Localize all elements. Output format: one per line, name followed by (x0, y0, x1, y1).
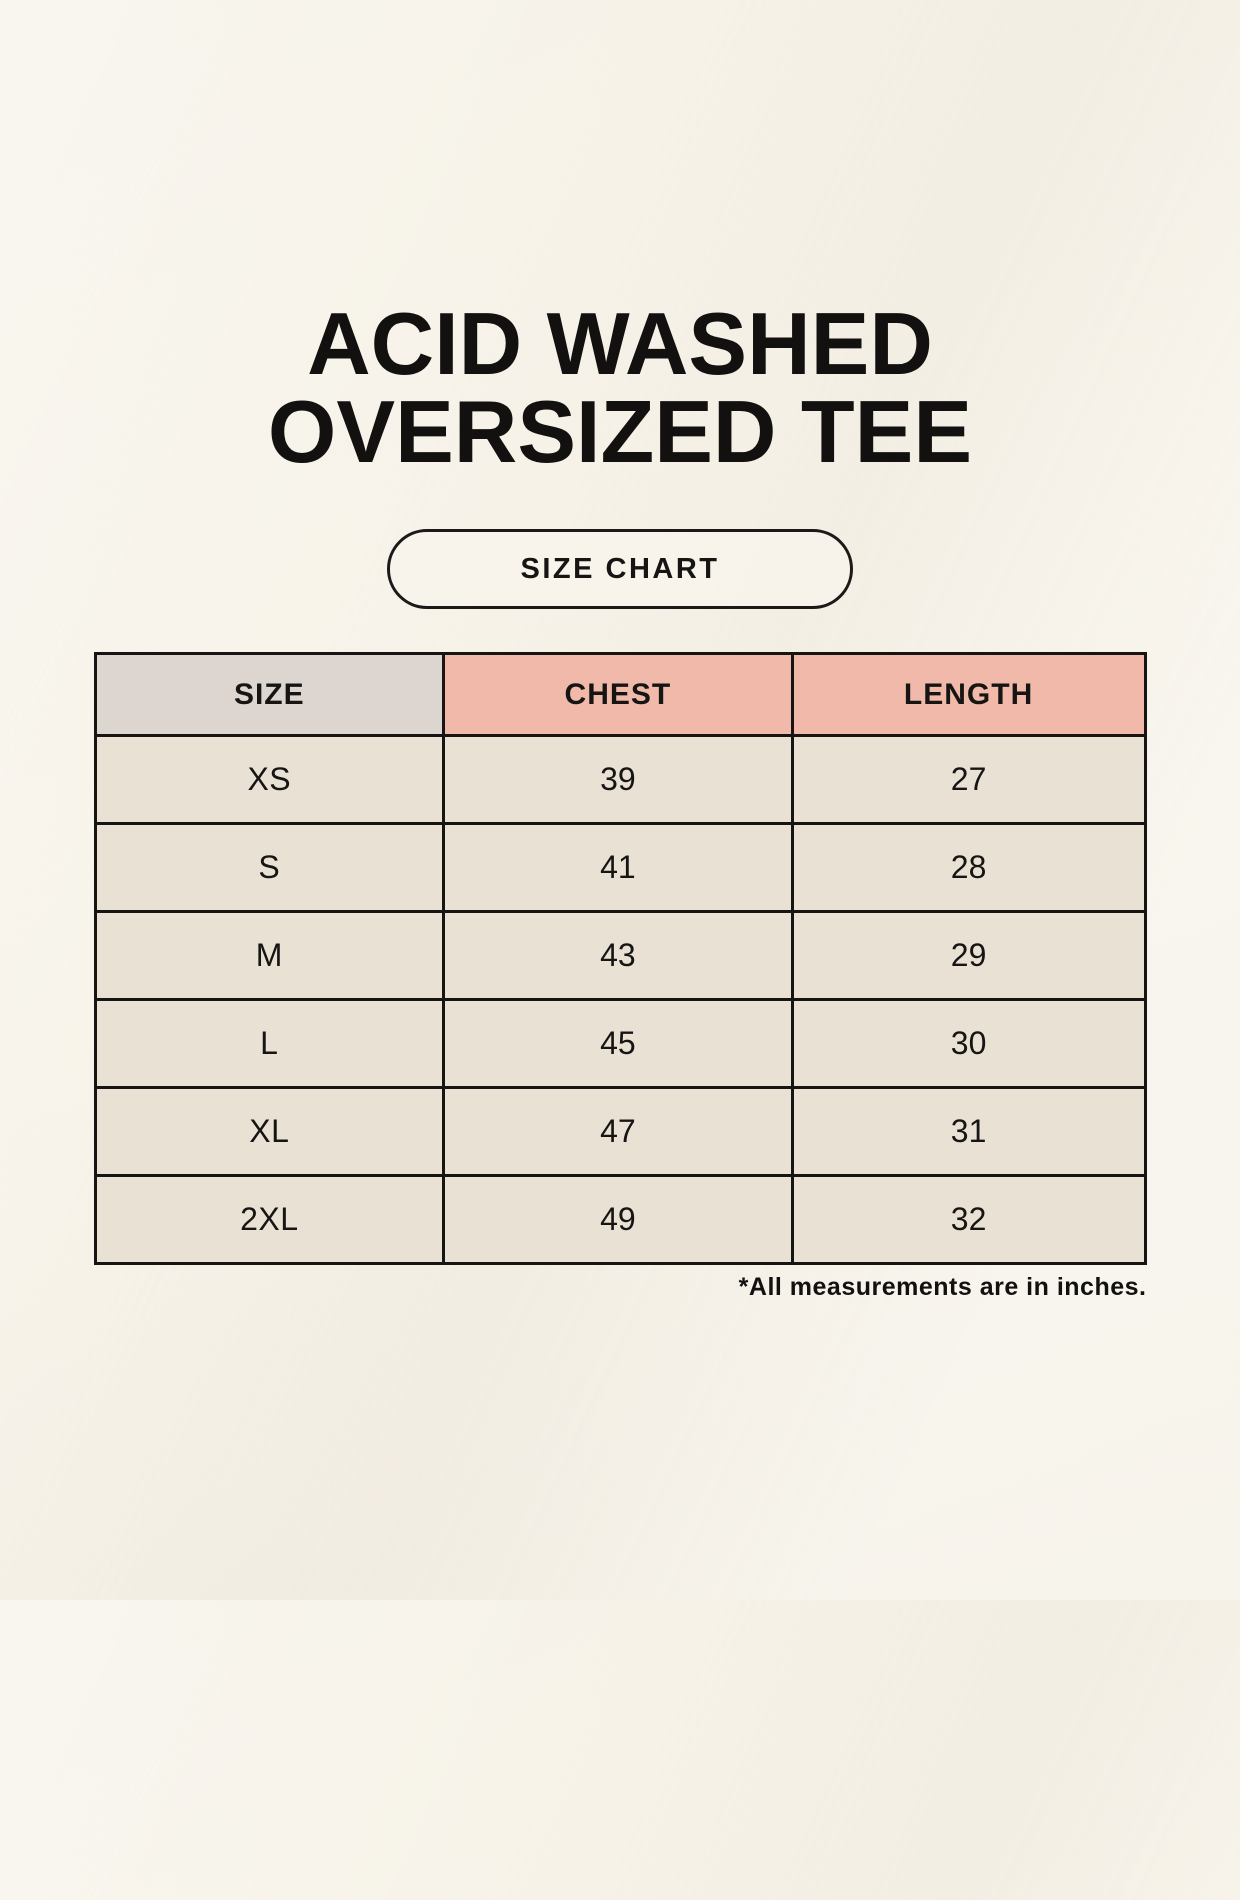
size-cell: L (93, 998, 446, 1089)
table-row: M 43 29 (93, 910, 1147, 1001)
chest-cell: 43 (442, 910, 794, 1001)
size-cell: 2XL (93, 1174, 446, 1265)
header-row: SIZE CHEST LENGTH (93, 652, 1147, 737)
size-cell: XL (93, 1086, 446, 1177)
chest-cell: 45 (442, 998, 794, 1089)
column-header-size: SIZE (93, 652, 446, 737)
size-cell: S (93, 822, 446, 913)
table-row: 2XL 49 32 (93, 1174, 1147, 1265)
chest-cell: 49 (442, 1174, 794, 1265)
measurements-footnote: *All measurements are in inches. (738, 1273, 1147, 1301)
chest-cell: 41 (442, 822, 794, 913)
table-row: L 45 30 (93, 998, 1147, 1089)
table-row: S 41 28 (93, 822, 1147, 913)
chest-cell: 47 (442, 1086, 794, 1177)
length-cell: 27 (790, 734, 1147, 825)
length-cell: 30 (790, 998, 1147, 1089)
column-header-length: LENGTH (790, 652, 1147, 737)
size-chart-button-label: SIZE CHART (520, 552, 720, 585)
length-cell: 28 (790, 822, 1147, 913)
size-chart-table-header: SIZE CHEST LENGTH (93, 652, 1147, 737)
length-cell: 29 (790, 910, 1147, 1001)
size-chart-table: SIZE CHEST LENGTH XS 39 27 S 41 28 M 43 29 L 45 30 X… (93, 652, 1147, 1265)
size-chart-button[interactable]: SIZE CHART (387, 529, 853, 609)
page-title: ACID WASHED OVERSIZED TEE (0, 300, 1240, 476)
size-chart-table-body: XS 39 27 S 41 28 M 43 29 L 45 30 XL 47 31 2XL 49 32 (93, 734, 1147, 1265)
table-row: XS 39 27 (93, 734, 1147, 825)
length-cell: 31 (790, 1086, 1147, 1177)
page-title-line2: OVERSIZED TEE (267, 382, 973, 481)
table-row: XL 47 31 (93, 1086, 1147, 1177)
column-header-chest: CHEST (442, 652, 794, 737)
chest-cell: 39 (442, 734, 794, 825)
size-chart-table-container: SIZE CHEST LENGTH XS 39 27 S 41 28 M 43 29 L 45 30 X… (93, 652, 1147, 1302)
size-chart-page: ACID WASHED OVERSIZED TEE SIZE CHART SIZ… (0, 300, 1240, 1900)
size-cell: M (93, 910, 446, 1001)
length-cell: 32 (790, 1174, 1147, 1265)
page-title-line1: ACID WASHED (307, 294, 933, 393)
size-cell: XS (93, 734, 446, 825)
